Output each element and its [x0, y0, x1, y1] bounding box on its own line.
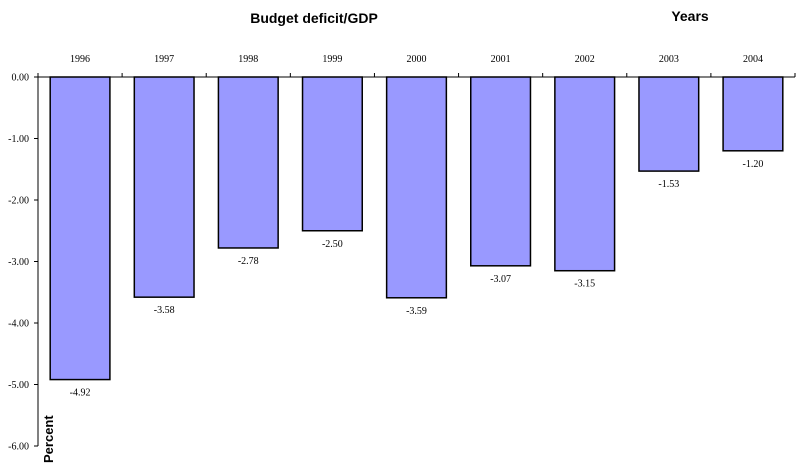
bar-2001	[470, 76, 532, 267]
bar-1998	[217, 76, 279, 249]
bar-1999	[301, 76, 363, 232]
data-label: -1.53	[658, 179, 679, 190]
x-tick-label: 2001	[491, 54, 511, 65]
data-label: -3.58	[154, 305, 175, 316]
y-axis-title: Percent	[41, 415, 56, 463]
data-label: -2.78	[238, 256, 259, 267]
plot-area: 0.00 -1.00 -2.00 -3.00 -4.00 -5.00 -6.00 1996 -4…	[8, 54, 796, 453]
x-tick-label: 1996	[70, 54, 90, 65]
bar-2000	[385, 76, 448, 299]
x-tick-label: 2004	[743, 54, 763, 65]
bar-1997	[133, 76, 195, 298]
y-tick-label: 0.00	[12, 73, 30, 84]
y-tick-label: -4.00	[8, 319, 29, 330]
chart-title: Budget deficit/GDP	[250, 10, 378, 26]
x-tick-label: 1998	[238, 54, 258, 65]
data-label: -1.20	[743, 159, 764, 170]
x-tick-label: 1999	[322, 54, 342, 65]
data-label: -3.15	[574, 279, 595, 290]
y-tick-label: -1.00	[8, 134, 29, 145]
y-tick-label: -6.00	[8, 442, 29, 453]
y-tick-label: -3.00	[8, 257, 29, 268]
x-tick-label: 2002	[575, 54, 595, 65]
x-tick-label: 2003	[659, 54, 679, 65]
data-label: -2.50	[322, 239, 343, 250]
data-label: -3.07	[490, 274, 511, 285]
x-tick-label: 1997	[154, 54, 174, 65]
y-tick-label: -2.00	[8, 196, 29, 207]
data-label: -4.92	[70, 388, 91, 399]
bar-2004	[722, 76, 784, 152]
y-tick-label: -5.00	[8, 380, 29, 391]
x-tick-label: 2000	[407, 54, 427, 65]
data-label: -3.59	[406, 306, 427, 317]
bar-2002	[554, 76, 616, 272]
x-axis-title: Years	[671, 8, 709, 24]
bar-2003	[638, 76, 700, 172]
bar-1996	[49, 76, 111, 381]
